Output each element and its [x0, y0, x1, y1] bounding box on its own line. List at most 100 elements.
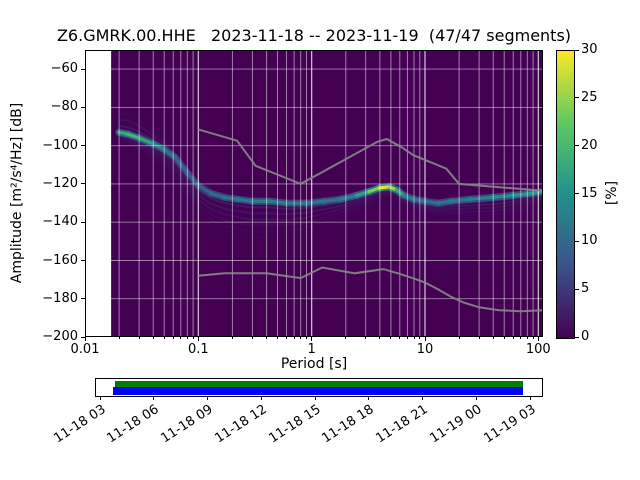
x-axis-label: Period [s]	[280, 356, 348, 372]
x-minor-tick-mark	[512, 337, 514, 339]
x-minor-tick-mark	[266, 337, 268, 339]
x-minor-tick-mark	[251, 337, 253, 339]
x-minor-tick-mark	[379, 337, 381, 339]
psd-spread-curve	[118, 135, 543, 221]
y-tick-label: −160	[42, 252, 78, 268]
psd-mode-segment	[151, 142, 166, 152]
colorbar-tick-mark	[575, 240, 579, 242]
psd-mode-segment	[196, 184, 213, 196]
x-minor-tick-mark	[399, 337, 401, 339]
x-tick-label: 0.1	[187, 342, 209, 357]
psd-mode-segment	[323, 197, 343, 203]
colorbar-tick-label: 30	[581, 42, 598, 57]
time-tick-label: 11-18 12	[212, 402, 270, 447]
x-minor-tick-mark	[306, 337, 307, 339]
psd-mode-segment	[304, 199, 327, 205]
psd-mode-segment	[423, 199, 440, 205]
x-minor-tick-mark	[520, 337, 522, 339]
colorbar-tick-mark	[575, 336, 579, 338]
colorbar-tick-label: 10	[581, 233, 598, 249]
colorbar-label: [%]	[604, 180, 620, 206]
x-minor-tick-mark	[277, 337, 278, 339]
x-minor-tick-mark	[138, 337, 140, 339]
psd-spread-curve	[118, 136, 543, 227]
x-tick-label: 10	[416, 342, 434, 357]
psd-mode-segment	[402, 193, 416, 201]
psd-mode-segment	[367, 186, 382, 194]
coverage-data-green	[115, 380, 523, 387]
colorbar-tick-mark	[575, 288, 579, 290]
x-minor-tick-mark	[413, 337, 415, 339]
x-minor-tick-mark	[118, 337, 120, 339]
x-tick-label: 0.01	[70, 342, 100, 357]
y-tick-label: −120	[42, 175, 78, 191]
x-minor-tick-mark	[192, 337, 194, 339]
time-tick-label: 11-18 18	[319, 402, 377, 447]
noise-model-low	[198, 266, 543, 313]
x-minor-tick-mark	[163, 337, 165, 339]
x-minor-tick-mark	[172, 337, 174, 339]
psd-spread-curve	[118, 133, 543, 216]
axes-border	[85, 50, 543, 337]
x-minor-tick-mark	[478, 337, 480, 339]
x-minor-tick-mark	[180, 337, 182, 339]
y-tick-mark	[81, 298, 85, 300]
y-tick-label: −100	[42, 137, 78, 153]
x-minor-tick-mark	[458, 337, 460, 339]
y-tick-label: −140	[42, 214, 78, 230]
time-tick-mark	[529, 397, 531, 400]
time-tick-mark	[207, 397, 208, 400]
psd-mode-segment	[339, 193, 359, 201]
x-minor-tick-mark	[390, 337, 392, 339]
time-tick-label: 11-18 03	[50, 402, 109, 447]
time-tick-mark	[422, 397, 423, 400]
time-tick-mark	[368, 397, 370, 400]
psd-mode-segment	[449, 197, 472, 203]
x-tick-mark	[84, 337, 86, 341]
colorbar-tick-label: 5	[581, 281, 590, 297]
x-tick-label: 1	[307, 342, 316, 357]
psd-mode-segment	[126, 132, 141, 140]
x-minor-tick-mark	[492, 337, 494, 339]
y-tick-label: −180	[42, 290, 78, 306]
y-tick-mark	[81, 68, 85, 70]
coverage-data-blue	[112, 387, 523, 395]
time-tick-label: 11-18 06	[104, 402, 162, 447]
time-tick-mark	[153, 397, 155, 400]
psd-histogram	[85, 50, 543, 337]
psd-mode-segment	[235, 197, 254, 203]
time-tick-label: 11-18 15	[265, 402, 324, 447]
psd-spread-curve	[118, 137, 543, 233]
x-tick-mark	[537, 337, 539, 341]
x-minor-tick-mark	[345, 337, 347, 339]
x-tick-mark	[311, 337, 313, 341]
colorbar-tick-mark	[575, 49, 579, 51]
colorbar	[556, 50, 575, 339]
y-tick-mark	[81, 145, 85, 147]
y-tick-label: −60	[50, 61, 78, 77]
x-minor-tick-mark	[152, 337, 154, 339]
time-tick-label: 11-18 21	[373, 402, 431, 447]
psd-mode-segment	[528, 190, 543, 196]
time-tick-label: 11-18 09	[158, 402, 216, 447]
psd-mode-segment	[491, 193, 515, 199]
y-axis-label: Amplitude [m²/s⁴/Hz] [dB]	[9, 102, 25, 284]
x-minor-tick-mark	[231, 337, 233, 339]
x-tick-mark	[197, 337, 199, 341]
y-tick-mark	[81, 106, 85, 108]
x-minor-tick-mark	[186, 337, 188, 339]
x-minor-tick-mark	[419, 337, 421, 339]
histogram-background	[111, 50, 543, 337]
y-tick-mark	[81, 183, 85, 185]
colorbar-tick-mark	[575, 145, 579, 147]
y-tick-label: −200	[42, 329, 78, 344]
x-minor-tick-mark	[293, 337, 295, 339]
x-minor-tick-mark	[365, 337, 367, 339]
y-tick-mark	[81, 221, 85, 223]
psd-mode-segment	[468, 195, 495, 201]
psd-mode-segment	[222, 195, 239, 201]
time-tick-mark	[99, 397, 101, 400]
x-minor-tick-mark	[286, 337, 287, 339]
time-tick-label: 11-19 00	[427, 402, 485, 447]
